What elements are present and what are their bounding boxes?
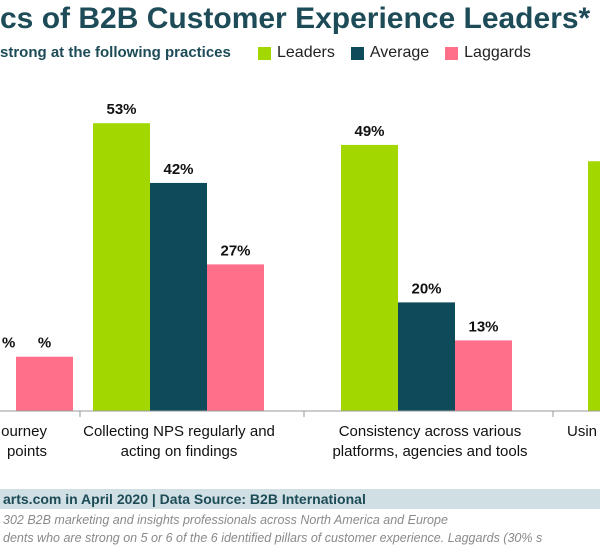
source-bar: arts.com in April 2020 | Data Source: B2… — [0, 489, 600, 509]
category-label-1-line-0: Collecting NPS regularly and — [83, 423, 275, 440]
source-text: arts.com in April 2020 | Data Source: B2… — [3, 491, 366, 507]
legend: Leaders Average Laggards — [258, 44, 531, 62]
legend-swatch-laggards — [445, 46, 459, 60]
data-label-average-2: 20% — [411, 280, 441, 297]
bar-laggards-2 — [455, 340, 512, 411]
legend-label-leaders: Leaders — [277, 44, 335, 61]
chart-subtitle: strong at the following practices — [0, 44, 231, 61]
bar-laggards-0 — [16, 356, 73, 411]
bar-average-2 — [398, 302, 455, 411]
category-label-3-line-0: Usin — [567, 423, 597, 440]
bar-laggards-1 — [207, 264, 264, 411]
data-label-leaders-1: 53% — [106, 101, 136, 118]
legend-item-average: Average — [350, 44, 430, 62]
bar-average-1 — [150, 182, 207, 411]
footnote-text-2: dents who are strong on 5 or 6 of the 6 … — [3, 531, 543, 545]
legend-item-leaders: Leaders — [258, 44, 335, 62]
legend-item-laggards: Laggards — [445, 44, 531, 62]
data-label-leaders-2: 49% — [354, 123, 384, 140]
bar-leaders-2 — [341, 144, 398, 411]
footnote-line-2: dents who are strong on 5 or 6 of the 6 … — [0, 531, 600, 545]
category-label-0-line-1: points — [7, 443, 47, 460]
data-label-average-1: 42% — [163, 161, 193, 178]
footnote-line-1: 302 B2B marketing and insights professio… — [0, 513, 600, 527]
legend-label-laggards: Laggards — [464, 44, 531, 61]
category-label-2-line-0: Consistency across various — [339, 423, 522, 440]
bar-leaders-3 — [588, 161, 600, 411]
data-label-laggards-2: 13% — [468, 318, 498, 335]
legend-swatch-average — [350, 46, 364, 60]
data-label-laggards-0: % — [38, 335, 51, 352]
bar-leaders-1 — [93, 123, 150, 412]
data-label-laggards-0: % — [2, 335, 15, 352]
legend-swatch-leaders — [258, 46, 271, 60]
footnote-text-1: 302 B2B marketing and insights professio… — [3, 513, 448, 527]
category-label-0-line-0: ourney — [1, 423, 47, 440]
category-label-2-line-1: platforms, agencies and tools — [332, 443, 527, 460]
bar-chart: 53% 49% 42% 20%% 27% 13%% ourney points Collecti… — [0, 101, 600, 460]
chart-title: cs of B2B Customer Experience Leaders* — [0, 2, 591, 35]
category-label-1-line-1: acting on findings — [121, 443, 238, 460]
legend-label-average: Average — [369, 44, 430, 61]
data-label-laggards-1: 27% — [220, 242, 250, 259]
